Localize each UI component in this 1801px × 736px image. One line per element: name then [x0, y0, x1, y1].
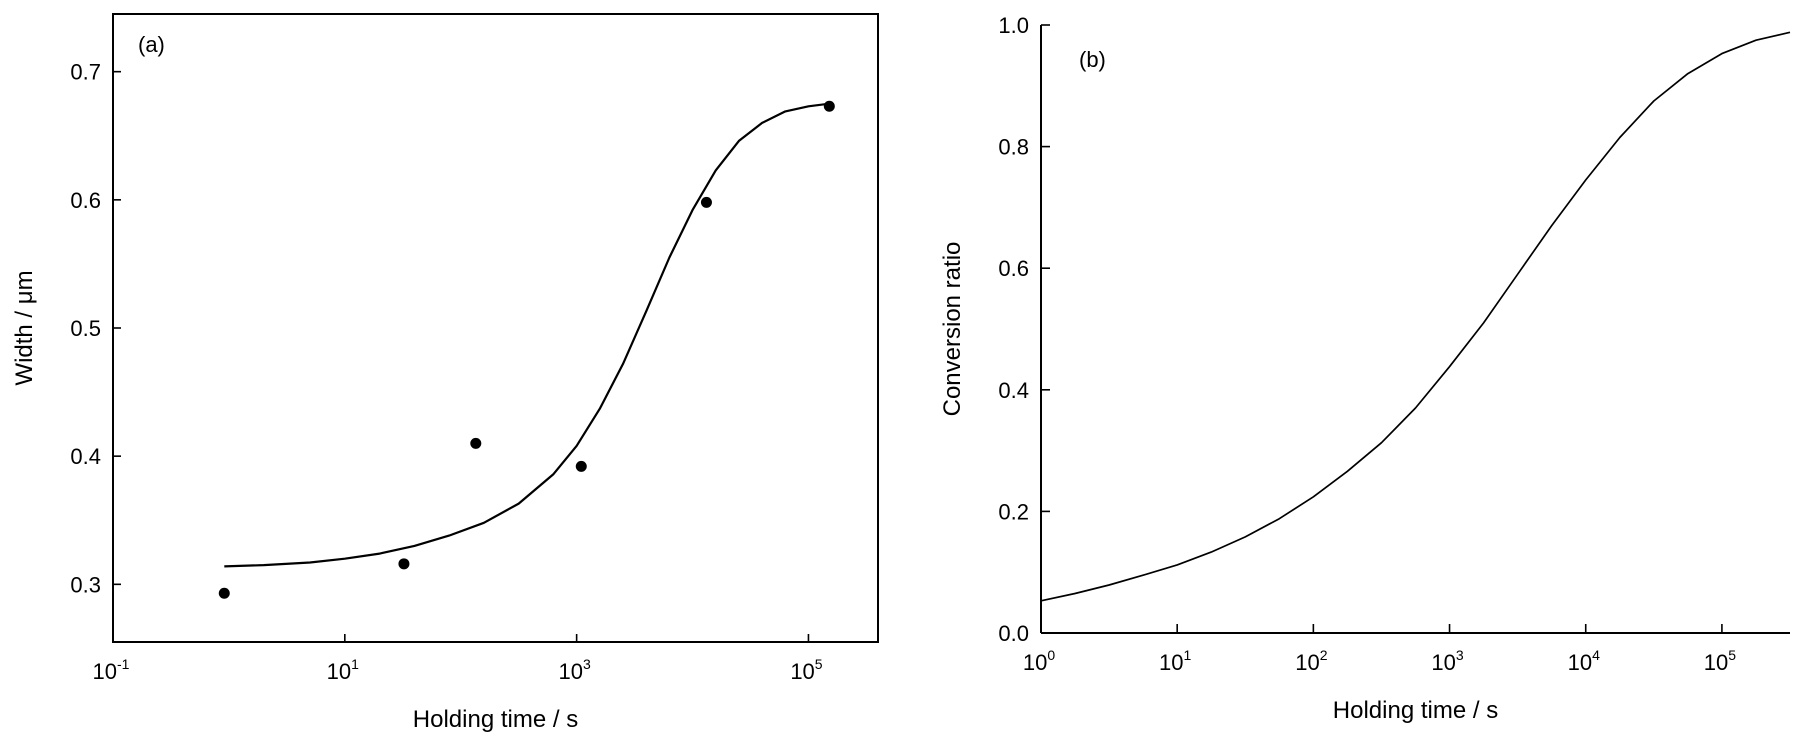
- panel-b-x-tick-exponent: 2: [1320, 647, 1328, 663]
- panel-b-panel-label: (b): [1079, 47, 1106, 72]
- panel-a-data-point: [575, 460, 587, 472]
- panel-b-x-tick-label: 103: [1431, 647, 1463, 675]
- panel-a-y-tick-label: 0.6: [70, 188, 101, 213]
- panel-a-y-axis-title: Width / μm: [11, 270, 38, 385]
- panel-a-x-tick-base: 10: [93, 659, 117, 684]
- panel-b-x-tick-exponent: 3: [1456, 647, 1464, 663]
- panel-b-x-axis-title: Holding time / s: [1333, 697, 1498, 724]
- panel-a-x-tick-base: 10: [558, 659, 582, 684]
- panel-b-y-tick-label: 0.2: [998, 499, 1029, 524]
- panel-a-y-tick-label: 0.3: [70, 572, 101, 597]
- panel-a-x-tick-exponent: -1: [117, 656, 130, 672]
- panel-b-x-tick-label: 104: [1568, 647, 1600, 675]
- panel-a-data-point: [823, 100, 835, 112]
- panel-a-x-tick-label: 105: [790, 656, 822, 684]
- panel-a-plot-frame: [112, 13, 879, 643]
- panel-a-fit-curve: [224, 102, 830, 568]
- panel-a-y-tick-label: 0.4: [70, 444, 101, 469]
- panel-a-y-tick-label: 0.7: [70, 60, 101, 85]
- panel-a-x-tick-label: 101: [327, 656, 359, 684]
- panel-b-fit-curve: [1040, 31, 1791, 602]
- panel-b-x-tick-label: 105: [1704, 647, 1736, 675]
- panel-a-x-axis-title: Holding time / s: [413, 706, 578, 733]
- panel-a-x-tick-label: 10-1: [93, 656, 130, 684]
- panel-b-x-tick-label: 101: [1159, 647, 1191, 675]
- panel-b-x-tick-base: 10: [1159, 650, 1183, 675]
- panel-b-x-tick-exponent: 4: [1592, 647, 1600, 663]
- panel-a-data-point: [218, 587, 230, 599]
- panel-a-data-point: [470, 437, 482, 449]
- panel-a-x-tick-exponent: 1: [351, 656, 359, 672]
- panel-a-x-tick-exponent: 5: [815, 656, 823, 672]
- panel-a-data-point: [398, 558, 410, 570]
- panel-a-x-tick-exponent: 3: [583, 656, 591, 672]
- panel-b-x-tick-base: 10: [1568, 650, 1592, 675]
- panel-b-y-axis-title: Conversion ratio: [939, 242, 966, 417]
- panel-a-x-tick-label: 103: [558, 656, 590, 684]
- panel-a-data-point: [700, 196, 712, 208]
- panel-a-y-tick-label: 0.5: [70, 316, 101, 341]
- panel-b-x-tick-label: 100: [1023, 647, 1055, 675]
- panel-b-y-tick-label: 1.0: [998, 13, 1029, 38]
- panel-a-panel-label: (a): [138, 32, 165, 57]
- panel-b-x-tick-base: 10: [1023, 650, 1047, 675]
- panel-b-y-tick-label: 0.6: [998, 256, 1029, 281]
- panel-b-x-tick-exponent: 0: [1047, 647, 1055, 663]
- panel-b-x-tick-label: 102: [1295, 647, 1327, 675]
- panel-a-x-tick-base: 10: [327, 659, 351, 684]
- panel-b-x-tick-base: 10: [1431, 650, 1455, 675]
- panel-b-y-tick-label: 0.8: [998, 135, 1029, 160]
- panel-b-x-tick-exponent: 5: [1728, 647, 1736, 663]
- panel-b-x-tick-base: 10: [1295, 650, 1319, 675]
- panel-b-x-tick-exponent: 1: [1184, 647, 1192, 663]
- panel-b-y-tick-label: 0.0: [998, 621, 1029, 646]
- panel-b-y-tick-label: 0.4: [998, 378, 1029, 403]
- panel-b-x-tick-base: 10: [1704, 650, 1728, 675]
- panel-a-x-tick-base: 10: [790, 659, 814, 684]
